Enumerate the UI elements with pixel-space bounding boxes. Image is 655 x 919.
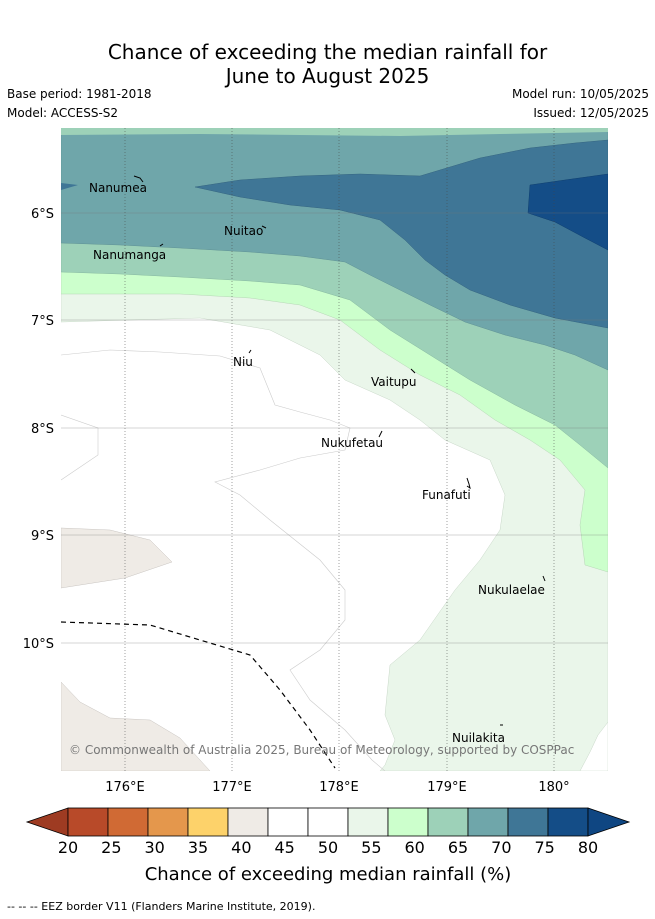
island-label-nanumea: Nanumea [89,181,147,195]
contour-top-band [61,128,608,136]
colorbar-segment [227,807,269,837]
island-label-nukufetau: Nukufetau [321,436,383,450]
colorbar-tick-label: 25 [101,838,121,857]
lon-label-176e: 176°E [105,780,145,795]
colorbar-tick-label: 30 [144,838,164,857]
lon-label-179e: 179°E [427,780,467,795]
colorbar-segment [187,807,229,837]
contour-line-50-b [61,414,99,481]
lat-label-10s: 10°S [23,637,54,652]
colorbar-tick-label: 45 [274,838,294,857]
lon-label-178e: 178°E [319,780,359,795]
island-funafuti-shape [466,477,471,490]
eez-legend-note: -- -- -- EEZ border V11 (Flanders Marine… [7,900,316,913]
colorbar-segment [107,807,149,837]
island-nukulaelae-shape [542,575,546,582]
colorbar-ticks: 20 25 30 35 40 45 50 55 60 65 70 75 80 [58,838,598,857]
colorbar-label: Chance of exceeding median rainfall (%) [145,864,512,885]
colorbar-segment [147,807,189,837]
island-nuitao-shape [261,225,267,229]
colorbar-segment [67,807,109,837]
base-period: Base period: 1981-2018 [7,87,152,101]
island-nukufetau-shape [378,430,383,438]
lon-label-177e: 177°E [212,780,252,795]
latitude-labels: 6°S 7°S 8°S 9°S 10°S [23,207,54,652]
island-label-nukulaelae: Nukulaelae [478,583,545,597]
contour-75-80 [194,139,608,329]
colorbar-tick-label: 65 [448,838,468,857]
colorbar-segment [267,807,309,837]
contour-above-80 [527,173,608,251]
title-line-1: Chance of exceeding the median rainfall … [107,40,548,64]
island-label-nuilakita: Nuilakita [452,731,505,745]
colorbar-tick-label: 40 [231,838,251,857]
lon-label-180: 180° [538,780,569,795]
island-labels: Nanumea Nuitao Nanumanga Niu Vaitupu Nuk… [89,181,545,745]
copyright-notice: © Commonwealth of Australia 2025, Bureau… [69,743,574,757]
island-label-funafuti: Funafuti [422,488,471,502]
lat-label-7s: 7°S [31,314,54,329]
model-name: Model: ACCESS-S2 [7,106,119,120]
colorbar-tick-label: 55 [361,838,381,857]
colorbar-segment [307,807,349,837]
island-shapes [133,175,546,726]
title-line-2: June to August 2025 [225,64,430,88]
island-nanumanga-shape [159,243,164,247]
colorbar-tick-label: 80 [578,838,598,857]
colorbar-tick-label: 70 [491,838,511,857]
colorbar-segment [387,807,429,837]
rainfall-contours [61,128,608,771]
graticule [124,128,555,771]
colorbar-segment [507,807,549,837]
lat-label-6s: 6°S [31,207,54,222]
contour-40-45-west [61,527,173,589]
island-niu-shape [248,349,252,354]
contour-line-50-a [61,349,386,771]
latitude-lines [61,212,608,644]
colorbar-tick-label: 20 [58,838,78,857]
lat-label-8s: 8°S [31,422,54,437]
colorbar-tick-label: 75 [534,838,554,857]
colorbar-tick-label: 50 [318,838,338,857]
colorbar-segment [547,807,589,837]
issued-date: Issued: 12/05/2025 [533,106,649,120]
lat-label-9s: 9°S [31,529,54,544]
colorbar-segment [347,807,389,837]
model-run: Model run: 10/05/2025 [511,87,649,101]
contour-bottom-right [579,721,608,771]
colorbar-segment [427,807,469,837]
island-vaitupu-shape [410,368,416,374]
colorbar-tick-label: 35 [188,838,208,857]
longitude-labels: 176°E 177°E 178°E 179°E 180° [105,780,569,795]
contour-75-80-west [61,183,78,190]
island-nanumea-shape [133,175,144,183]
island-label-nuitao: Nuitao [224,224,263,238]
colorbar-segments [67,807,589,837]
island-label-nanumanga: Nanumanga [93,248,166,262]
contour-40-45-southwest [61,681,211,771]
chart-title: Chance of exceeding the median rainfall … [0,40,655,88]
colorbar-tick-label: 60 [404,838,424,857]
colorbar-over-arrow [587,807,631,837]
island-label-niu: Niu [233,355,253,369]
colorbar-segment [467,807,509,837]
island-label-vaitupu: Vaitupu [371,375,417,389]
colorbar-under-arrow [25,807,69,837]
colorbar: 20 25 30 35 40 45 50 55 60 65 70 75 80 Chance of exc… [25,807,631,885]
eez-border [60,621,336,769]
